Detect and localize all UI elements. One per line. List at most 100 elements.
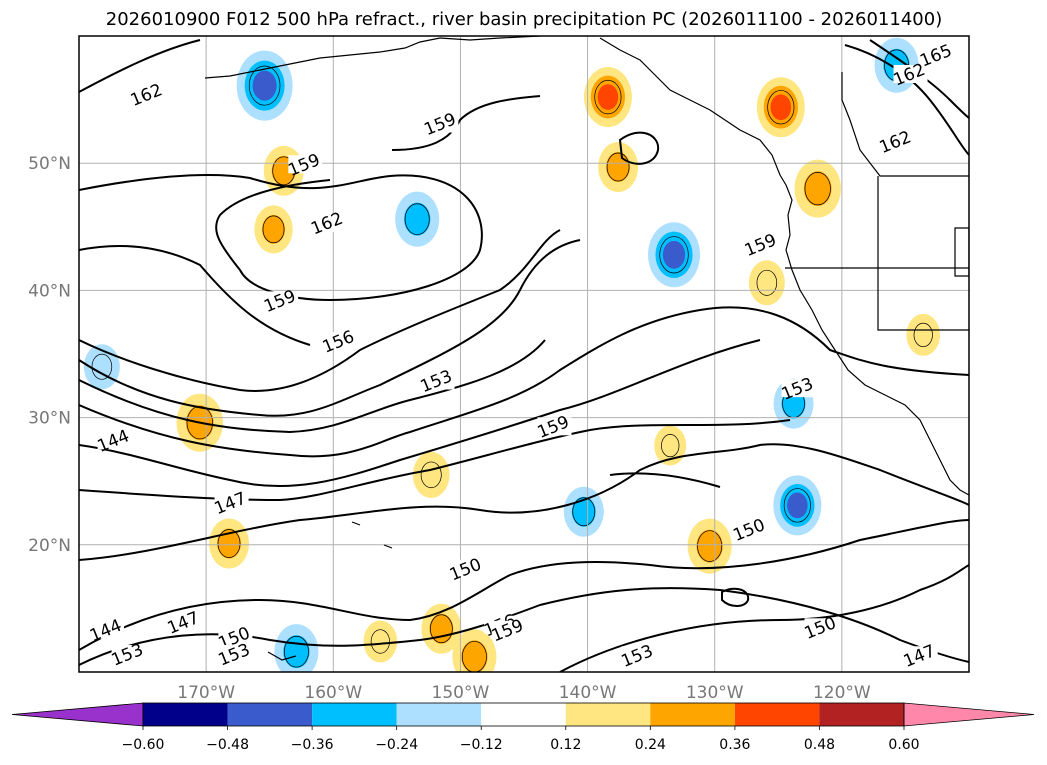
blob-band <box>748 260 785 306</box>
precip-pc-blob <box>254 205 293 254</box>
blob-outline <box>572 497 596 527</box>
blob-outline <box>404 203 430 235</box>
blob-band <box>597 84 619 110</box>
blob-band <box>696 529 723 563</box>
blob-band <box>283 635 310 669</box>
colorbar: −0.60 −0.48 −0.36 −0.24 −0.12 0.12 0.24 0.36 0.4… <box>11 702 1035 753</box>
colorbar-tick-label: 0.48 <box>804 737 835 753</box>
colorbar-segment <box>734 703 820 726</box>
blob-band <box>606 152 631 183</box>
blob-outline <box>661 434 680 458</box>
contour-label-bg <box>893 64 928 83</box>
blob-outline <box>430 614 453 644</box>
precip-pc-blob <box>748 260 785 306</box>
lon-tick-label: 170°W <box>177 683 235 703</box>
blob-band <box>662 240 686 269</box>
contour-label-bg <box>264 291 299 310</box>
contour-label-bg <box>903 646 938 665</box>
colorbar-tick-label: −0.60 <box>122 737 165 753</box>
contour-label-bg <box>288 155 323 174</box>
colorbar-segment <box>565 703 651 726</box>
colorbar-tick-label: −0.36 <box>291 737 334 753</box>
blob-outline <box>420 461 442 489</box>
contour-label-bg <box>424 114 459 133</box>
contour-label-bg <box>744 235 779 254</box>
contour-label-bg <box>218 628 253 647</box>
blob-outline <box>217 529 241 558</box>
map-frame <box>78 35 970 673</box>
precip-pc-blob <box>563 486 604 537</box>
precip-pc-blob <box>794 159 841 218</box>
colorbar-frame <box>142 702 905 727</box>
colorbar-segment <box>143 703 228 726</box>
lat-tick-label: 30°N <box>28 409 71 429</box>
colorbar-tick-label: 0.12 <box>550 737 581 753</box>
blob-outline <box>659 236 689 274</box>
blob-outline <box>370 629 390 654</box>
colorbar-tick-label: −0.24 <box>375 737 418 753</box>
precip-pc-blob <box>773 475 822 536</box>
contour-label-bg <box>879 132 914 151</box>
precip-pc-blob <box>654 425 687 466</box>
contour-label-bg <box>537 417 572 436</box>
contour-label-bg <box>621 646 656 665</box>
blob-band <box>803 171 832 207</box>
latitude-tick-labels: 20°N 30°N 40°N 50°N <box>28 154 71 556</box>
blob-band <box>429 613 454 644</box>
precip-pc-blob <box>412 451 450 498</box>
contour-label-bg <box>167 613 202 632</box>
lat-tick-label: 50°N <box>28 154 71 174</box>
contour-label-bg <box>214 493 249 512</box>
blob-outline <box>756 269 778 296</box>
colorbar-segment <box>481 703 566 726</box>
lat-tick-label: 40°N <box>28 281 71 301</box>
lon-tick-label: 140°W <box>559 683 617 703</box>
blob-band <box>252 70 277 101</box>
blob-outline <box>697 530 723 562</box>
blob-band <box>770 94 792 121</box>
blob-outline <box>913 322 933 348</box>
precip-pc-blob <box>274 624 319 672</box>
lat-tick-label: 20°N <box>28 536 71 556</box>
contour-label-bg <box>449 559 484 578</box>
blob-band <box>787 492 808 519</box>
precip-pc-blob <box>906 313 941 356</box>
contour-label-bg <box>420 371 455 390</box>
colorbar-tick-label: 0.60 <box>888 737 919 753</box>
refractivity-contours <box>79 39 969 672</box>
colorbar-tick-label: −0.12 <box>460 737 503 753</box>
map-area: 1621591591621591561531591441471501561591… <box>79 36 969 672</box>
blob-outline <box>767 90 795 125</box>
coastlines <box>204 36 969 661</box>
contour-label-bg <box>130 85 165 104</box>
blob-band <box>404 202 431 236</box>
contour-label-bg <box>218 645 253 664</box>
blob-outline <box>783 488 811 523</box>
precip-pc-blob <box>236 50 293 121</box>
colorbar-segment <box>312 703 397 726</box>
blob-band <box>571 496 596 527</box>
blob-outline <box>594 79 622 115</box>
precip-pc-blob <box>583 67 632 128</box>
colorbar-extend-low <box>11 702 144 727</box>
blob-band <box>412 451 450 498</box>
blob-outline <box>283 635 309 668</box>
blob-outline <box>461 640 487 672</box>
contour-label-bg <box>111 645 146 664</box>
precip-pc-blob <box>756 77 805 138</box>
colorbar-segment <box>819 703 904 726</box>
precip-pc-blob <box>209 518 250 569</box>
colorbar-segment <box>396 703 482 726</box>
contour-label-bg <box>920 45 955 64</box>
blob-band <box>906 313 941 356</box>
contour-label-bg <box>311 213 346 232</box>
blob-outline <box>262 215 285 244</box>
blob-band <box>363 620 398 663</box>
precip-pc-blob <box>452 629 497 672</box>
colorbar-segment <box>227 703 313 726</box>
blob-band <box>217 528 242 559</box>
blob-outline <box>804 172 831 206</box>
blob-outline <box>91 353 113 380</box>
precip-pc-blob <box>395 191 440 247</box>
